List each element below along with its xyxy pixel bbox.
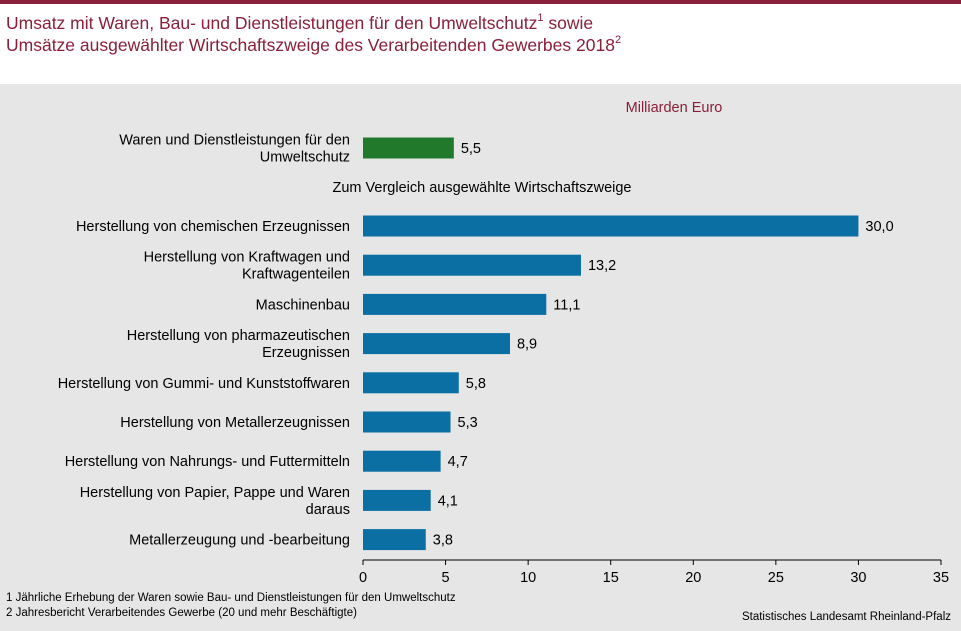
category-label-8: Herstellung von Papier, Pappe und Waren d… [80, 485, 350, 518]
category-3-bar [363, 293, 547, 315]
x-tick-label-35: 35 [933, 570, 949, 586]
category-4-bar [363, 333, 510, 355]
category-label-3: Maschinenbau [256, 297, 350, 313]
x-tick-label-25: 25 [768, 570, 784, 586]
footnote-marker-1: 1 [537, 12, 544, 25]
category-label-5: Herstellung von Gummi- und Kunststoffwar… [58, 376, 350, 392]
category-9-value-label: 3,8 [433, 533, 453, 549]
top-accent-bar [0, 0, 961, 4]
title-line1-end: sowie [543, 13, 594, 33]
comparison-heading: Zum Vergleich ausgewählte Wirtschaftszwe… [333, 180, 632, 196]
unit-label: Milliarden Euro [626, 100, 723, 116]
category-5-bar [363, 372, 459, 394]
category-label-9: Metallerzeugung und -bearbeitung [129, 533, 350, 549]
x-tick-label-15: 15 [603, 570, 619, 586]
title-line2-text: Umsätze ausgewählter Wirtschaftszweige d… [6, 35, 615, 55]
category-1-value-label: 30,0 [865, 219, 893, 235]
category-7-value-label: 4,7 [448, 454, 468, 470]
source-credit: Statistisches Landesamt Rheinland-Pfalz [741, 611, 951, 623]
category-1-bar [363, 215, 859, 237]
category-6-value-label: 5,3 [458, 415, 478, 431]
category-3-value-label: 11,1 [553, 297, 580, 313]
category-2-value-label: 13,2 [588, 258, 616, 274]
category-2-bar [363, 254, 581, 276]
category-4-value-label: 8,9 [517, 337, 537, 353]
chart-title-line-2: Umsätze ausgewählter Wirtschaftszweige d… [6, 34, 946, 56]
x-tick-label-10: 10 [520, 570, 536, 586]
highlight-category-label: Waren und Dienstleistungen für den Umwelt… [119, 133, 350, 166]
category-9-bar [363, 529, 426, 551]
footnote-2: 2 Jahresbericht Verarbeitendes Gewerbe (… [6, 607, 357, 619]
chart-title: Umsatz mit Waren, Bau- und Dienstleistun… [6, 12, 946, 56]
x-tick-label-5: 5 [442, 570, 450, 586]
plot-area-background [0, 84, 961, 631]
chart-title-line-1: Umsatz mit Waren, Bau- und Dienstleistun… [6, 12, 946, 34]
category-label-7: Herstellung von Nahrungs- und Futtermitt… [65, 454, 350, 470]
highlight-bar [363, 137, 454, 159]
footnote-1: 1 Jährliche Erhebung der Waren sowie Bau… [6, 592, 456, 604]
category-8-value-label: 4,1 [438, 493, 458, 509]
category-label-6: Herstellung von Metallerzeugnissen [120, 415, 350, 431]
category-label-2: Herstellung von Kraftwagen und Kraftwagen… [144, 250, 350, 283]
x-tick-label-30: 30 [850, 570, 866, 586]
category-7-bar [363, 450, 441, 472]
category-6-bar [363, 411, 451, 433]
category-8-bar [363, 489, 431, 511]
category-5-value-label: 5,8 [466, 376, 486, 392]
title-line1-text: Umsatz mit Waren, Bau- und Dienstleistun… [6, 13, 538, 33]
x-tick-label-0: 0 [359, 570, 367, 586]
highlight-value-label: 5,5 [461, 141, 481, 157]
footnote-marker-2: 2 [614, 34, 622, 47]
category-label-4: Herstellung von pharmazeutischen Erzeugni… [127, 328, 350, 361]
category-label-1: Herstellung von chemischen Erzeugnissen [76, 219, 350, 235]
x-tick-label-20: 20 [685, 570, 701, 586]
